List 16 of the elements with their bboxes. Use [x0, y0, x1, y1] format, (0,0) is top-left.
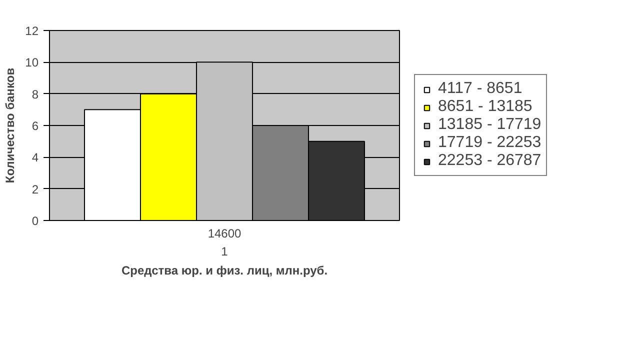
- y-axis-title: Количество банков: [3, 68, 18, 184]
- legend-label: 4117 - 8651: [438, 80, 522, 98]
- text: 14600: [208, 226, 242, 240]
- y-tick-label: 4: [32, 150, 39, 165]
- y-tick-label: 0: [32, 214, 39, 228]
- y-tick-label: 12: [25, 24, 39, 38]
- y-tick-label: 6: [32, 119, 39, 133]
- x-axis-title: Средства юр. и физ. лиц, млн.руб.: [121, 264, 328, 278]
- legend-label: 22253 - 26787: [438, 152, 542, 170]
- y-tick-label: 8: [32, 87, 39, 102]
- x-tick-label: 1: [221, 244, 228, 258]
- legend-label: 8651 - 13185: [438, 98, 532, 116]
- legend-label: 13185 - 17719: [438, 116, 542, 134]
- y-tick-label: 2: [32, 182, 39, 196]
- legend-label: 17719 - 22253: [438, 134, 542, 152]
- y-tick-label: 10: [25, 56, 39, 70]
